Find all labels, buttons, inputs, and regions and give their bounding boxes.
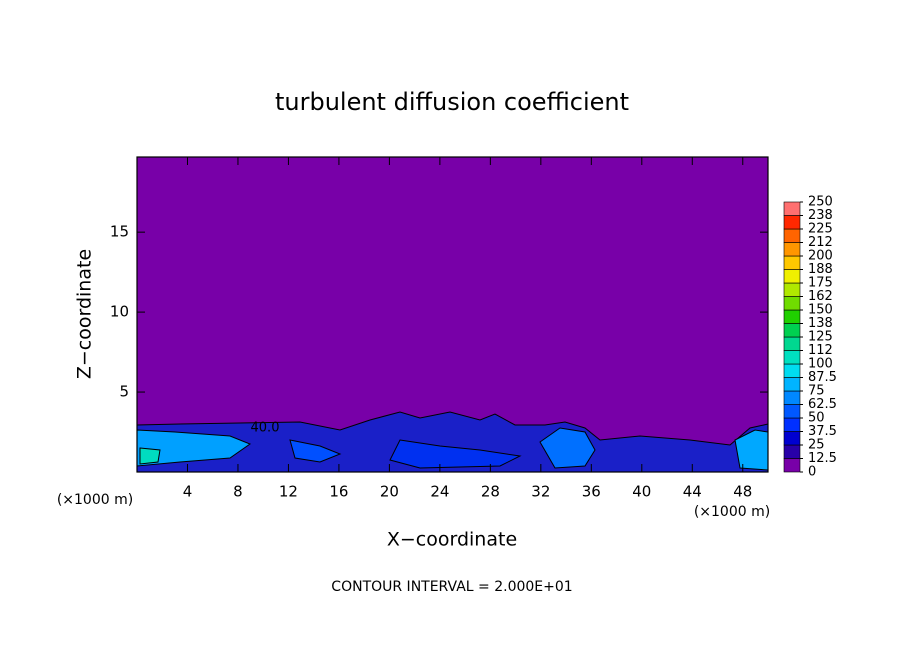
y-axis-label: Z−coordinate xyxy=(74,249,96,379)
colorbar-label: 225 xyxy=(808,222,833,237)
colorbar-label: 138 xyxy=(808,316,833,331)
colorbar-label: 238 xyxy=(808,208,833,223)
x-tick-label: 36 xyxy=(582,483,601,501)
x-axis-label: X−coordinate xyxy=(387,529,517,551)
colorbar-label: 162 xyxy=(808,289,833,304)
colorbar-segment xyxy=(783,458,801,473)
colorbar-label: 188 xyxy=(808,262,833,277)
x-tick-label: 40 xyxy=(632,483,651,501)
colorbar-segment xyxy=(783,417,801,432)
colorbar-label: 112 xyxy=(808,343,833,358)
x-tick-label: 28 xyxy=(481,483,500,501)
x-tick-label: 44 xyxy=(683,483,702,501)
y-tick-label: 10 xyxy=(110,303,129,321)
x-tick-label: 48 xyxy=(733,483,752,501)
x-tick-label: 16 xyxy=(329,483,348,501)
colorbar-segment xyxy=(783,296,801,311)
y-unit: (×1000 m) xyxy=(57,492,133,508)
colorbar-segment xyxy=(783,336,801,351)
plot-frame xyxy=(136,156,769,473)
x-tick-label: 24 xyxy=(430,483,449,501)
colorbar-segment xyxy=(783,255,801,270)
x-tick-label: 20 xyxy=(380,483,399,501)
colorbar-label: 150 xyxy=(808,303,833,318)
colorbar-label: 25 xyxy=(808,438,825,453)
colorbar-segment xyxy=(783,390,801,405)
annotation: CONTOUR INTERVAL = 2.000E+01 xyxy=(331,579,572,595)
colorbar-segment xyxy=(783,228,801,243)
colorbar-label: 12.5 xyxy=(808,451,837,466)
colorbar-segment xyxy=(783,377,801,392)
colorbar-label: 50 xyxy=(808,411,825,426)
contour-label: 40.0 xyxy=(251,421,280,436)
colorbar-label: 87.5 xyxy=(808,370,837,385)
colorbar-segment xyxy=(783,431,801,446)
colorbar-label: 212 xyxy=(808,235,833,250)
x-tick-label: 4 xyxy=(183,483,193,501)
colorbar-segment xyxy=(783,242,801,257)
chart-title: turbulent diffusion coefficient xyxy=(275,88,629,116)
y-tick-label: 15 xyxy=(110,223,129,241)
colorbar-label: 37.5 xyxy=(808,424,837,439)
colorbar-label: 125 xyxy=(808,330,833,345)
colorbar-segment xyxy=(783,350,801,365)
x-unit: (×1000 m) xyxy=(694,504,770,520)
colorbar-segment xyxy=(783,201,801,216)
colorbar-segment xyxy=(783,309,801,324)
colorbar-label: 75 xyxy=(808,384,825,399)
colorbar-label: 175 xyxy=(808,276,833,291)
colorbar-segment xyxy=(783,444,801,459)
x-tick-label: 32 xyxy=(531,483,550,501)
colorbar-segment xyxy=(783,269,801,284)
colorbar-label: 250 xyxy=(808,195,833,210)
colorbar-segment xyxy=(783,282,801,297)
colorbar-label: 62.5 xyxy=(808,397,837,412)
colorbar-segment xyxy=(783,404,801,419)
colorbar-segment xyxy=(783,323,801,338)
colorbar-label: 100 xyxy=(808,357,833,372)
y-tick-label: 5 xyxy=(119,383,129,401)
x-tick-label: 12 xyxy=(279,483,298,501)
colorbar-label: 0 xyxy=(808,465,816,480)
x-tick-label: 8 xyxy=(233,483,243,501)
colorbar-segment xyxy=(783,363,801,378)
contour-field xyxy=(136,411,769,473)
colorbar-segment xyxy=(783,215,801,230)
colorbar-label: 200 xyxy=(808,249,833,264)
